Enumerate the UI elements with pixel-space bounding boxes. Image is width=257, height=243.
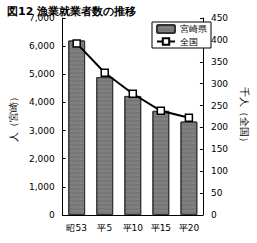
svg-text:100: 100 [211,166,228,176]
svg-text:5,000: 5,000 [29,69,55,79]
svg-text:宮崎県: 宮崎県 [180,24,207,34]
svg-text:6,000: 6,000 [29,41,55,51]
svg-text:1,000: 1,000 [29,182,55,192]
svg-text:200: 200 [211,122,228,132]
svg-text:7,000: 7,000 [28,13,55,23]
svg-text:350: 350 [211,57,228,67]
svg-text:400: 400 [211,35,228,45]
svg-text:千人（全国）: 千人（全国） [239,87,250,147]
svg-text:450: 450 [211,13,228,23]
svg-text:250: 250 [211,101,228,111]
svg-text:0: 0 [211,210,217,220]
svg-text:0: 0 [49,210,55,220]
svg-text:平10: 平10 [123,223,144,233]
svg-text:図12 漁業就業者数の推移: 図12 漁業就業者数の推移 [7,5,136,18]
svg-text:4,000: 4,000 [29,97,55,107]
svg-text:平20: 平20 [179,223,200,233]
svg-text:人（宮崎）: 人（宮崎） [8,92,19,142]
svg-text:平15: 平15 [151,223,171,233]
svg-text:平5: 平5 [97,223,112,233]
svg-text:50: 50 [211,188,223,198]
svg-text:2,000: 2,000 [29,154,55,164]
svg-text:昭53: 昭53 [66,223,86,233]
svg-text:300: 300 [211,79,228,89]
svg-text:3,000: 3,000 [29,126,55,136]
svg-text:150: 150 [211,144,228,154]
svg-text:全国: 全国 [180,37,198,47]
